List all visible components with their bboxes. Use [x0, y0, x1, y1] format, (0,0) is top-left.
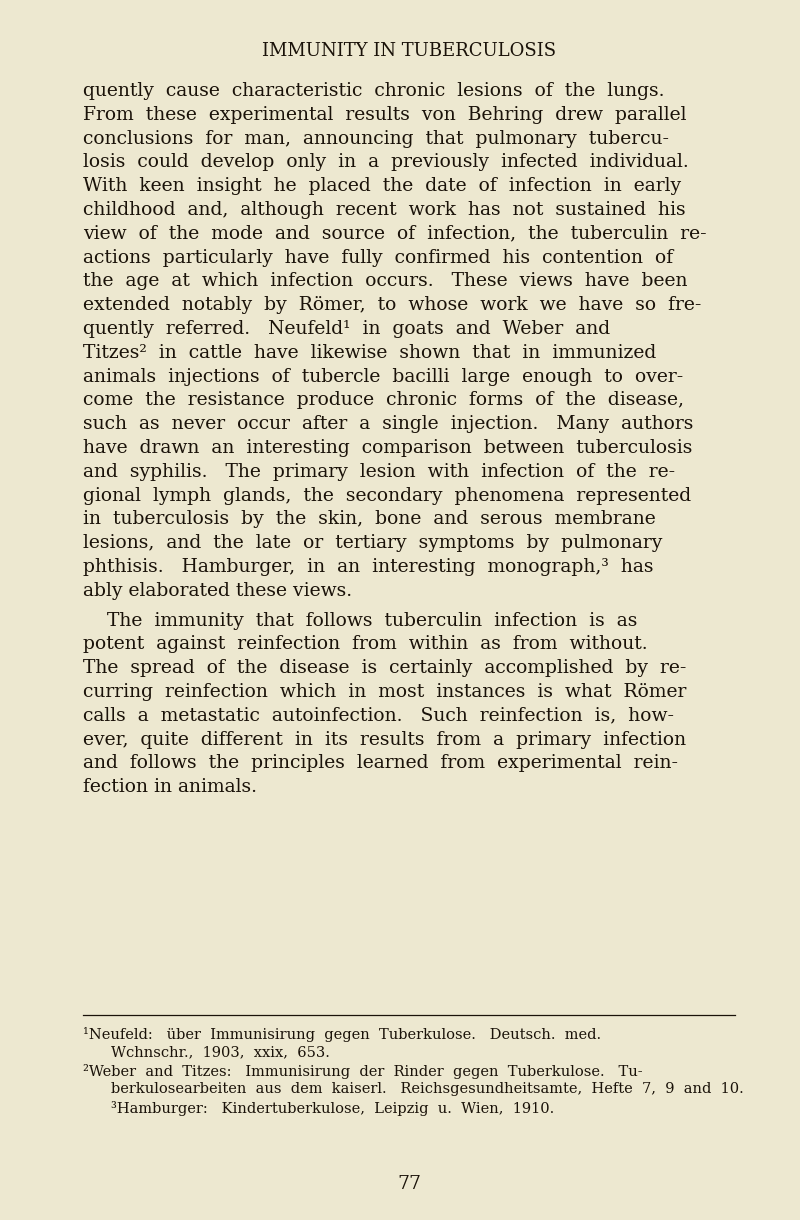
Text: quently  cause  characteristic  chronic  lesions  of  the  lungs.: quently cause characteristic chronic les… — [83, 82, 665, 100]
Text: ¹Neufeld:   über  Immunisirung  gegen  Tuberkulose.   Deutsch.  med.: ¹Neufeld: über Immunisirung gegen Tuberk… — [83, 1027, 601, 1042]
Text: in  tuberculosis  by  the  skin,  bone  and  serous  membrane: in tuberculosis by the skin, bone and se… — [83, 510, 656, 528]
Text: conclusions  for  man,  announcing  that  pulmonary  tubercu-: conclusions for man, announcing that pul… — [83, 129, 669, 148]
Text: animals  injections  of  tubercle  bacilli  large  enough  to  over-: animals injections of tubercle bacilli l… — [83, 367, 683, 386]
Text: quently  referred.   Neufeld¹  in  goats  and  Weber  and: quently referred. Neufeld¹ in goats and … — [83, 320, 610, 338]
Text: lesions,  and  the  late  or  tertiary  symptoms  by  pulmonary: lesions, and the late or tertiary sympto… — [83, 534, 662, 553]
Text: losis  could  develop  only  in  a  previously  infected  individual.: losis could develop only in a previously… — [83, 154, 689, 171]
Text: actions  particularly  have  fully  confirmed  his  contention  of: actions particularly have fully confirme… — [83, 249, 673, 267]
Text: and  syphilis.   The  primary  lesion  with  infection  of  the  re-: and syphilis. The primary lesion with in… — [83, 462, 675, 481]
Text: fection in animals.: fection in animals. — [83, 778, 257, 797]
Text: extended  notably  by  Römer,  to  whose  work  we  have  so  fre-: extended notably by Römer, to whose work… — [83, 296, 702, 315]
Text: come  the  resistance  produce  chronic  forms  of  the  disease,: come the resistance produce chronic form… — [83, 392, 684, 410]
Text: calls  a  metastatic  autoinfection.   Such  reinfection  is,  how-: calls a metastatic autoinfection. Such r… — [83, 706, 674, 725]
Text: gional  lymph  glands,  the  secondary  phenomena  represented: gional lymph glands, the secondary pheno… — [83, 487, 691, 505]
Text: such  as  never  occur  after  a  single  injection.   Many  authors: such as never occur after a single injec… — [83, 415, 694, 433]
Text: ²Weber  and  Titzes:   Immunisirung  der  Rinder  gegen  Tuberkulose.   Tu-: ²Weber and Titzes: Immunisirung der Rind… — [83, 1064, 642, 1078]
Text: From  these  experimental  results  von  Behring  drew  parallel: From these experimental results von Behr… — [83, 106, 686, 123]
Text: childhood  and,  although  recent  work  has  not  sustained  his: childhood and, although recent work has … — [83, 201, 686, 220]
Text: curring  reinfection  which  in  most  instances  is  what  Römer: curring reinfection which in most instan… — [83, 683, 686, 701]
Text: berkulosearbeiten  aus  dem  kaiserl.   Reichsgesundheitsamte,  Hefte  7,  9  an: berkulosearbeiten aus dem kaiserl. Reich… — [111, 1082, 744, 1097]
Text: ably elaborated these views.: ably elaborated these views. — [83, 582, 352, 600]
Text: The  immunity  that  follows  tuberculin  infection  is  as: The immunity that follows tuberculin inf… — [83, 611, 638, 630]
Text: and  follows  the  principles  learned  from  experimental  rein-: and follows the principles learned from … — [83, 754, 678, 772]
Text: ³Hamburger:   Kindertuberkulose,  Leipzig  u.  Wien,  1910.: ³Hamburger: Kindertuberkulose, Leipzig u… — [111, 1100, 554, 1116]
Text: Titzes²  in  cattle  have  likewise  shown  that  in  immunized: Titzes² in cattle have likewise shown th… — [83, 344, 656, 362]
Text: phthisis.   Hamburger,  in  an  interesting  monograph,³  has: phthisis. Hamburger, in an interesting m… — [83, 558, 654, 576]
Text: ever,  quite  different  in  its  results  from  a  primary  infection: ever, quite different in its results fro… — [83, 731, 686, 749]
Text: have  drawn  an  interesting  comparison  between  tuberculosis: have drawn an interesting comparison bet… — [83, 439, 692, 458]
Text: the  age  at  which  infection  occurs.   These  views  have  been: the age at which infection occurs. These… — [83, 272, 687, 290]
Text: potent  against  reinfection  from  within  as  from  without.: potent against reinfection from within a… — [83, 636, 648, 654]
Text: view  of  the  mode  and  source  of  infection,  the  tuberculin  re-: view of the mode and source of infection… — [83, 224, 706, 243]
Text: 77: 77 — [397, 1175, 421, 1193]
Text: The  spread  of  the  disease  is  certainly  accomplished  by  re-: The spread of the disease is certainly a… — [83, 659, 686, 677]
Text: With  keen  insight  he  placed  the  date  of  infection  in  early: With keen insight he placed the date of … — [83, 177, 681, 195]
Text: IMMUNITY IN TUBERCULOSIS: IMMUNITY IN TUBERCULOSIS — [262, 41, 556, 60]
Text: Wchnschr.,  1903,  xxix,  653.: Wchnschr., 1903, xxix, 653. — [111, 1046, 330, 1059]
